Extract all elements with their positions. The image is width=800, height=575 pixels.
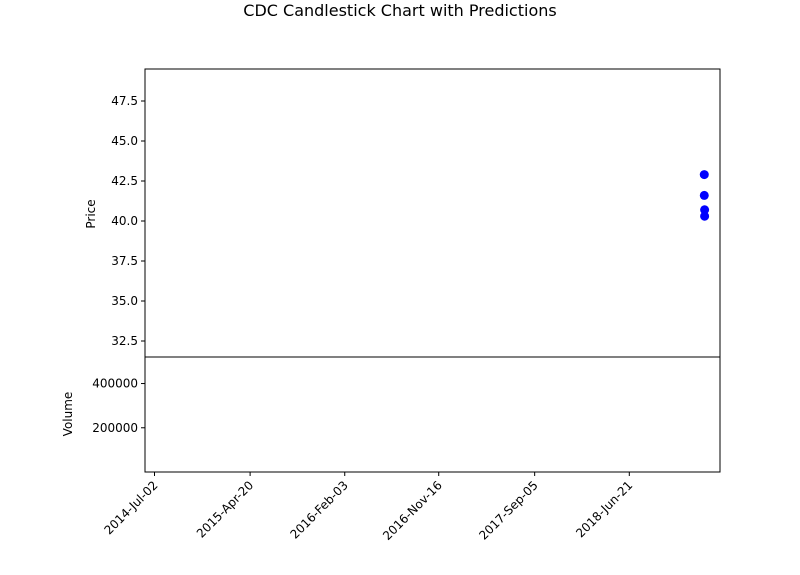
price-y-tick-label: 45.0: [111, 134, 138, 148]
price-y-tick-label: 32.5: [111, 334, 138, 348]
x-tick-label: 2015-Apr-20: [194, 478, 256, 540]
volume-panel: 200000 400000 Volume: [61, 356, 721, 473]
price-y-axis: 32.5 35.0 37.5 40.0 42.5 45.0 47.5: [111, 94, 145, 348]
volume-y-tick-label: 400000: [92, 377, 138, 391]
price-y-tick-label: 47.5: [111, 94, 138, 108]
prediction-point: [700, 205, 710, 215]
volume-panel-background: [145, 357, 720, 472]
x-tick-label: 2014-Jul-02: [101, 478, 160, 537]
price-y-tick-label: 35.0: [111, 294, 138, 308]
price-y-tick-label: 42.5: [111, 174, 138, 188]
chart-title: CDC Candlestick Chart with Predictions: [243, 1, 556, 20]
price-y-label: Price: [84, 199, 98, 228]
prediction-points: [699, 170, 710, 221]
x-tick-label: 2016-Feb-03: [287, 478, 350, 541]
prediction-point: [699, 190, 709, 200]
x-tick-label: 2016-Nov-16: [380, 478, 445, 543]
x-tick-label: 2018-Jun-21: [573, 478, 635, 540]
price-y-tick-label: 40.0: [111, 214, 138, 228]
price-y-tick-label: 37.5: [111, 254, 138, 268]
volume-y-label: Volume: [61, 392, 75, 437]
x-tick-label: 2017-Sep-05: [476, 478, 540, 542]
x-axis: 2014-Jul-02 2015-Apr-20 2016-Feb-03 2016-No…: [101, 472, 635, 543]
volume-panel-frame: [144, 356, 721, 473]
volume-y-axis: 200000 400000: [92, 377, 145, 435]
prediction-point: [699, 170, 709, 180]
volume-y-tick-label: 200000: [92, 421, 138, 435]
price-panel-background: [145, 69, 720, 357]
price-panel: 32.5 35.0 37.5 40.0 42.5 45.0 47.5 Price: [84, 68, 721, 358]
prediction-point: [700, 211, 710, 221]
